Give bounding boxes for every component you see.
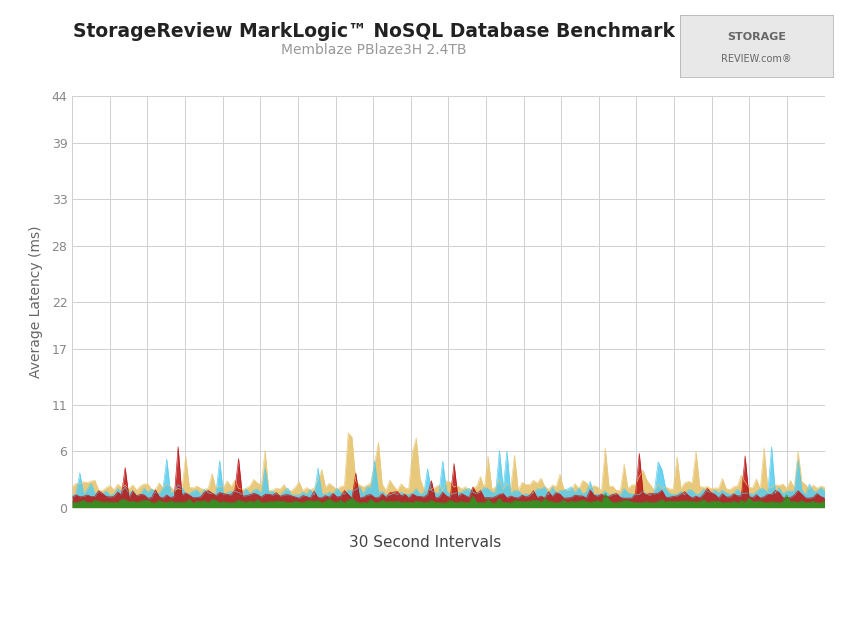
Text: 30 Second Intervals: 30 Second Intervals bbox=[348, 535, 502, 550]
Text: REVIEW.com®: REVIEW.com® bbox=[721, 54, 792, 64]
Text: STORAGE: STORAGE bbox=[727, 32, 786, 42]
Text: StorageReview MarkLogic™ NoSQL Database Benchmark: StorageReview MarkLogic™ NoSQL Database … bbox=[73, 22, 675, 41]
Y-axis label: Average Latency (ms): Average Latency (ms) bbox=[29, 225, 43, 378]
Text: Memblaze PBlaze3H 2.4TB: Memblaze PBlaze3H 2.4TB bbox=[281, 43, 467, 58]
